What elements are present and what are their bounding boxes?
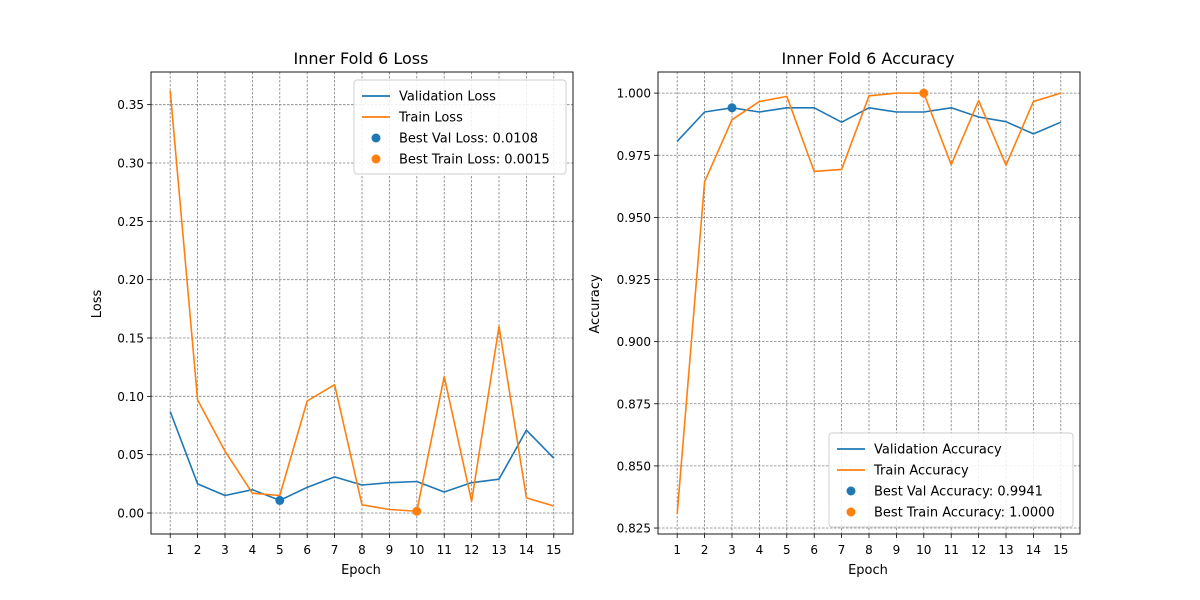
loss-x-tick-label: 8	[358, 543, 366, 557]
loss-x-tick-label: 15	[546, 543, 561, 557]
accuracy-x-tick-label: 1	[673, 543, 681, 557]
loss-legend-label: Validation Loss	[399, 90, 496, 105]
accuracy-x-tick-label: 9	[893, 543, 901, 557]
accuracy-x-tick-label: 6	[810, 543, 818, 557]
accuracy-x-tick-label: 14	[1026, 543, 1041, 557]
loss-x-tick-label: 7	[331, 543, 339, 557]
loss-x-tick-label: 4	[249, 543, 257, 557]
loss-plot-area: 1 2 3 4 5 6 7 8 9 10 11 12 13 14 150.000.050.100.150.2…	[117, 71, 574, 557]
accuracy-x-tick-label: 8	[865, 543, 873, 557]
loss-x-tick-label: 3	[221, 543, 229, 557]
loss-y-tick-label: 0.00	[117, 507, 144, 521]
accuracy-x-tick-label: 3	[728, 543, 736, 557]
loss-x-tick-label: 9	[386, 543, 394, 557]
loss-axes-frame	[150, 71, 574, 535]
accuracy-x-tick-label: 7	[838, 543, 846, 557]
accuracy-best-marker-0	[727, 103, 737, 113]
loss-best-marker-0	[275, 495, 285, 505]
loss-chart: Inner Fold 6 Loss Epoch Loss 1 2 3 4 5 6 7 8 9 10…	[90, 49, 574, 578]
accuracy-x-tick-label: 13	[998, 543, 1013, 557]
accuracy-x-tick-label: 5	[783, 543, 791, 557]
loss-best-marker-1	[412, 506, 422, 516]
accuracy-y-tick-label: 0.850	[617, 459, 651, 473]
loss-x-tick-label: 14	[519, 543, 534, 557]
loss-y-tick-label: 0.15	[117, 332, 144, 346]
loss-legend-label: Best Train Loss: 0.0015	[399, 153, 550, 168]
accuracy-x-tick-label: 12	[971, 543, 986, 557]
accuracy-y-tick-label: 0.925	[617, 273, 651, 287]
loss-series-line-0	[169, 411, 555, 502]
loss-legend-dot-swatch	[371, 154, 381, 164]
loss-y-tick-label: 0.20	[117, 273, 144, 287]
accuracy-y-tick-label: 0.825	[617, 522, 651, 536]
accuracy-series-line-1	[676, 92, 1062, 514]
accuracy-y-tick-label: 0.950	[617, 211, 651, 225]
loss-y-tick-label: 0.25	[117, 215, 144, 229]
accuracy-legend-label: Best Train Accuracy: 1.0000	[874, 506, 1055, 521]
loss-x-tick-label: 12	[464, 543, 479, 557]
loss-y-tick-label: 0.10	[117, 390, 144, 404]
accuracy-series-line-0	[676, 106, 1062, 142]
accuracy-legend-box	[828, 432, 1074, 528]
accuracy-y-tick-label: 0.875	[617, 397, 651, 411]
accuracy-y-tick-label: 0.975	[617, 149, 651, 163]
loss-y-axis-label: Loss	[90, 290, 105, 319]
accuracy-legend-label: Validation Accuracy	[874, 443, 1002, 458]
accuracy-chart-title: Inner Fold 6 Accuracy	[782, 49, 955, 68]
loss-y-tick-label: 0.35	[117, 98, 144, 112]
accuracy-x-axis-label: Epoch	[848, 563, 888, 578]
accuracy-x-tick-label: 10	[916, 543, 931, 557]
accuracy-legend: Validation Accuracy Train Accuracy Best Va…	[828, 432, 1074, 528]
loss-y-tick-label: 0.05	[117, 448, 144, 462]
loss-x-tick-label: 10	[409, 543, 424, 557]
accuracy-y-tick-label: 0.900	[617, 335, 651, 349]
accuracy-x-tick-label: 15	[1053, 543, 1068, 557]
accuracy-best-marker-1	[919, 88, 929, 98]
loss-x-tick-label: 5	[276, 543, 284, 557]
loss-x-tick-label: 13	[491, 543, 506, 557]
accuracy-legend-dot-swatch	[846, 507, 856, 517]
accuracy-legend-label: Best Val Accuracy: 0.9941	[874, 485, 1043, 500]
accuracy-y-tick-label: 1.000	[617, 87, 651, 101]
loss-x-tick-label: 6	[303, 543, 311, 557]
loss-x-tick-label: 11	[437, 543, 452, 557]
loss-chart-title: Inner Fold 6 Loss	[294, 49, 429, 68]
accuracy-axes-frame	[657, 71, 1081, 535]
loss-legend-label: Best Val Loss: 0.0108	[399, 132, 538, 147]
accuracy-legend-dot-swatch	[846, 486, 856, 496]
accuracy-legend-label: Train Accuracy	[873, 464, 969, 479]
loss-legend: Validation Loss Train Loss Best Val Loss: …	[353, 79, 567, 175]
accuracy-plot-area: 1 2 3 4 5 6 7 8 9 10 11 12 13 14 150.8250.8500.8750.90…	[617, 71, 1081, 557]
accuracy-x-tick-label: 11	[944, 543, 959, 557]
loss-legend-label: Train Loss	[398, 111, 463, 126]
loss-legend-box	[353, 79, 567, 175]
accuracy-x-tick-label: 2	[701, 543, 709, 557]
accuracy-x-tick-label: 4	[756, 543, 764, 557]
loss-x-tick-label: 2	[194, 543, 202, 557]
loss-legend-dot-swatch	[371, 133, 381, 143]
loss-series-line-1	[169, 90, 555, 513]
loss-x-tick-label: 1	[166, 543, 174, 557]
accuracy-y-axis-label: Accuracy	[588, 274, 603, 334]
loss-y-tick-label: 0.30	[117, 157, 144, 171]
loss-x-axis-label: Epoch	[341, 563, 381, 578]
